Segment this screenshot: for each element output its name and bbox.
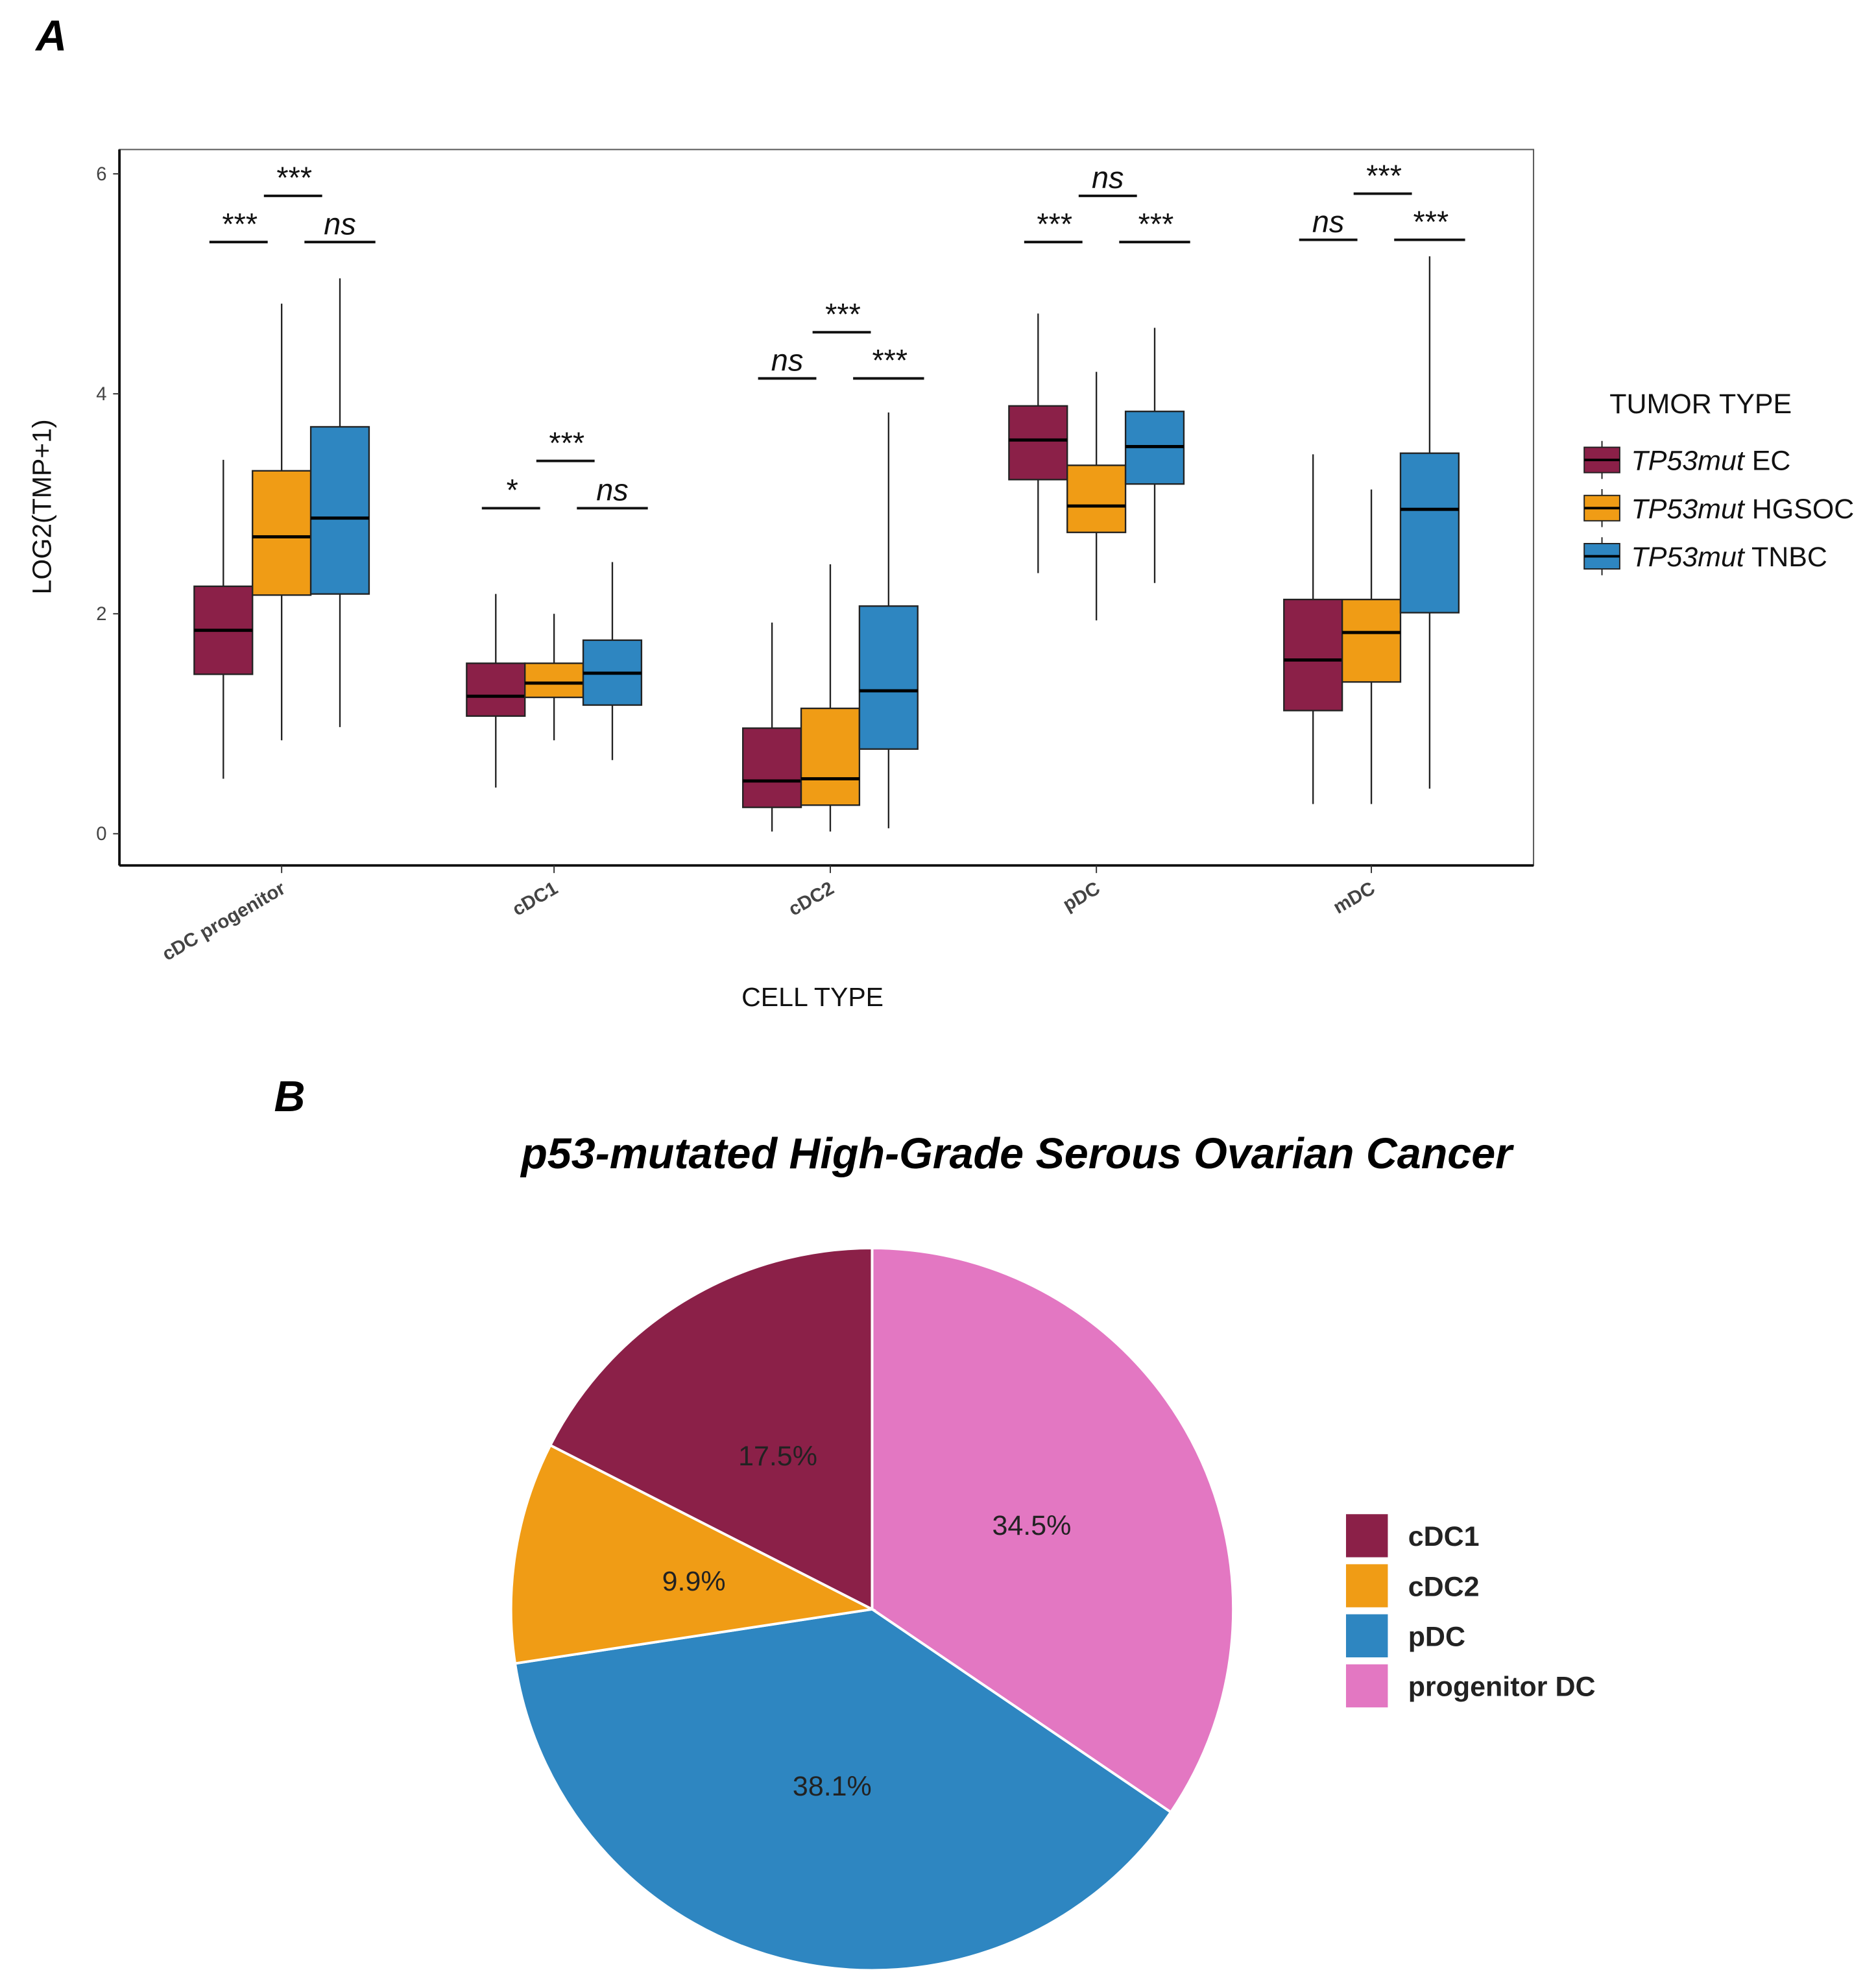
legend-item-suffix: EC	[1744, 446, 1791, 477]
pie-slice-label: 38.1%	[793, 1771, 872, 1802]
significance-label: ***	[1365, 159, 1401, 193]
box	[1066, 464, 1127, 533]
pie-legend-label: progenitor DC	[1408, 1672, 1596, 1703]
pie-chart: p53-mutated High-Grade Serous Ovarian Ca…	[509, 1130, 1596, 1972]
x-tick-label: pDC	[1059, 878, 1104, 916]
pie-legend-key	[1345, 1564, 1388, 1607]
significance-label: ns	[324, 207, 356, 241]
panel-a-label: A	[34, 12, 67, 60]
significance-label: ***	[871, 344, 907, 378]
pie-slice-label: 17.5%	[738, 1441, 817, 1472]
significance-label: ***	[275, 161, 311, 195]
pie-slice-label: 9.9%	[662, 1566, 726, 1597]
legend-item-italic: TP53mut	[1631, 494, 1745, 525]
pie-legend-label: cDC2	[1408, 1571, 1480, 1602]
boxplot-chart: LOG2(TMP+1) CELL TYPE 0 2 4 6 cDC progenitor…	[27, 149, 1854, 1012]
pie-legend-key	[1345, 1614, 1388, 1657]
legend-item-italic: TP53mut	[1631, 542, 1745, 573]
box	[1341, 598, 1402, 683]
significance-label: ***	[824, 297, 860, 331]
box	[1008, 405, 1068, 481]
legend-title: TUMOR TYPE	[1609, 389, 1792, 420]
significance-label: ***	[1035, 207, 1072, 241]
y-tick-label: 6	[96, 163, 106, 185]
legend-item-suffix: TNBC	[1744, 542, 1827, 573]
x-tick-label: cDC1	[509, 878, 561, 920]
legend-item-suffix: HGSOC	[1744, 494, 1855, 525]
pie-slice-cDC1	[548, 1247, 874, 1611]
x-tick-label: cDC2	[785, 878, 837, 920]
pie-legend-label: cDC1	[1408, 1521, 1480, 1552]
pie-legend-key	[1345, 1664, 1388, 1708]
significance-label: ns	[771, 344, 804, 378]
legend-item-label: TP53mut TNBC	[1631, 542, 1827, 573]
significance-label: ***	[1412, 205, 1449, 239]
y-axis-label: LOG2(TMP+1)	[27, 419, 57, 594]
x-tick-label: cDC progenitor	[158, 878, 289, 965]
significance-label: ***	[221, 207, 257, 241]
box	[252, 470, 312, 596]
significance-label: ns	[1312, 205, 1345, 239]
y-tick-label: 0	[96, 823, 106, 845]
pie-title: p53-mutated High-Grade Serous Ovarian Ca…	[520, 1130, 1514, 1178]
significance-label: ns	[596, 474, 629, 507]
pie-slice-pDC	[513, 1607, 1173, 1972]
box	[309, 426, 370, 595]
x-axis-label: CELL TYPE	[741, 982, 884, 1012]
pie-legend-label: pDC	[1408, 1621, 1465, 1652]
box	[1283, 598, 1343, 712]
box	[466, 662, 526, 717]
legend-item-italic: TP53mut	[1631, 446, 1745, 477]
box	[524, 662, 584, 699]
y-tick-label: 4	[96, 383, 106, 405]
box	[1399, 452, 1460, 614]
significance-label: ***	[1137, 207, 1173, 241]
legend-item-label: TP53mut EC	[1631, 446, 1790, 477]
significance-label: ***	[547, 426, 584, 460]
box	[742, 727, 802, 808]
box	[858, 605, 919, 750]
significance-label: *	[505, 474, 518, 507]
pie-slice-progenitor-DC	[871, 1247, 1235, 1814]
box	[800, 707, 861, 806]
panel-b-label: B	[274, 1073, 305, 1121]
significance-label: ns	[1092, 161, 1124, 195]
pie-slice-cDC2	[509, 1443, 876, 1665]
legend-item-label: TP53mut HGSOC	[1631, 494, 1854, 525]
x-tick-label: mDC	[1330, 878, 1379, 919]
pie-slice-label: 34.5%	[992, 1510, 1072, 1541]
y-tick-label: 2	[96, 603, 106, 625]
pie-legend-key	[1345, 1514, 1388, 1557]
